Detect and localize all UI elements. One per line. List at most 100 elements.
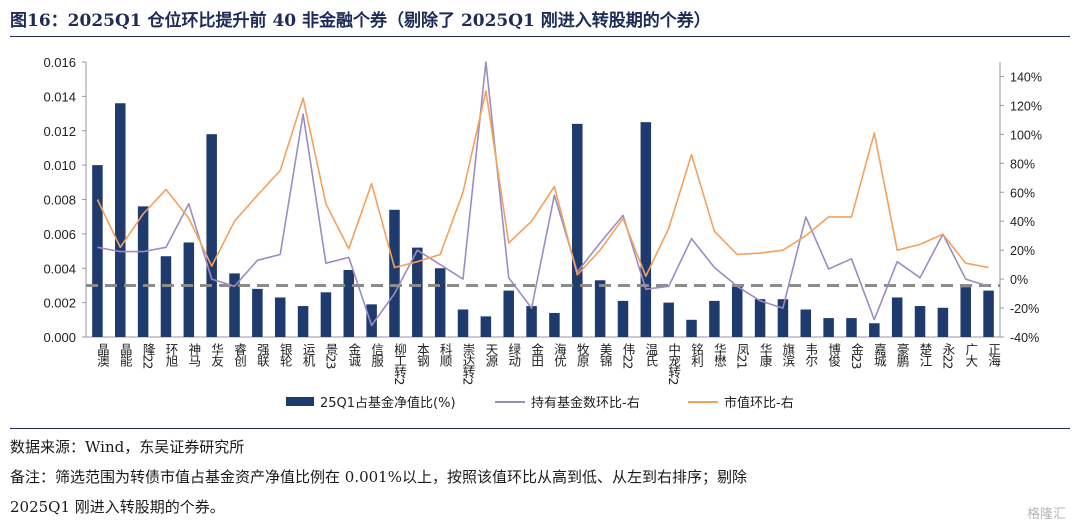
bar <box>777 299 789 337</box>
y-right-tick-label: -20% <box>1010 302 1039 316</box>
category-label: 隆22 <box>141 342 156 368</box>
bar <box>503 290 514 337</box>
bar <box>937 307 949 337</box>
bar <box>252 288 263 337</box>
category-label: 景23 <box>323 343 338 368</box>
category-label: 凤21 <box>735 343 750 368</box>
category-label: 中宠转2 <box>666 342 681 385</box>
bar <box>754 299 766 337</box>
bar <box>549 312 560 337</box>
bar <box>229 273 240 337</box>
note-line-1: 备注：筛选范围为转债市值占基金资产净值比例在 0.001%以上，按照该值环比从高… <box>10 468 747 486</box>
category-label: 广大 <box>963 343 978 367</box>
y-left-tick-label: 0.014 <box>43 89 76 104</box>
category-label: 铭利 <box>689 342 704 367</box>
bar <box>640 122 652 337</box>
category-label: 神马 <box>186 343 201 367</box>
bar <box>274 297 286 337</box>
bar <box>206 134 217 337</box>
category-label: 强联 <box>255 343 270 368</box>
bar <box>709 300 720 337</box>
category-label: 华懋 <box>712 342 727 367</box>
bar <box>389 209 400 337</box>
category-label: 本钢 <box>415 343 430 367</box>
bar <box>412 247 423 337</box>
category-label: 博俊 <box>826 342 841 367</box>
bar <box>663 302 674 337</box>
bar <box>526 306 537 337</box>
category-label: 金诚 <box>346 342 361 368</box>
chart: 0.000 0.002 0.004 0.006 0.008 0.010 0.012 0.014… <box>43 55 1042 411</box>
category-label: 豪鹏 <box>895 342 910 368</box>
bar <box>983 290 994 337</box>
category-label: 华友 <box>209 342 224 367</box>
category-label: 美锦 <box>598 343 613 367</box>
category-label: 华康 <box>758 342 773 367</box>
category-label: 正海 <box>986 343 1001 367</box>
category-label: 崇达转2 <box>461 343 476 385</box>
bar <box>960 287 971 337</box>
data-source: 数据来源：Wind，东吴证券研究所 <box>10 438 245 456</box>
footer-rule <box>10 428 1070 429</box>
bar <box>891 297 903 337</box>
category-label: 韦尔 <box>803 343 818 367</box>
y-left-tick-label: 0.016 <box>43 55 76 70</box>
bar <box>686 319 697 337</box>
y-right-tick-label: 100% <box>1010 128 1042 142</box>
y-left-tick-label: 0.008 <box>43 193 76 208</box>
category-label: 运机 <box>301 343 316 368</box>
category-label: 环旭 <box>163 343 178 368</box>
bar <box>320 292 332 337</box>
note-line-2: 2025Q1 刚进入转股期的个券。 <box>10 498 225 516</box>
market-value-line <box>96 90 989 277</box>
bar <box>92 165 103 337</box>
category-label: 晶澳 <box>95 343 110 367</box>
y-left-tick-label: 0.010 <box>43 158 76 173</box>
y-right-tick-label: 140% <box>1010 70 1042 84</box>
category-label: 永22 <box>940 343 955 368</box>
bar <box>457 309 469 337</box>
bar <box>183 242 195 337</box>
category-label: 伟22 <box>620 343 635 368</box>
legend-label-bar: 25Q1占基金净值比(%) <box>320 395 456 411</box>
y-right-tick-label: 40% <box>1010 215 1035 229</box>
category-label: 旗滨 <box>780 342 795 367</box>
figure-title: 图16：2025Q1 仓位环比提升前 40 非金融个券（剔除了 2025Q1 刚… <box>10 11 711 31</box>
bar <box>343 269 355 337</box>
category-label: 牧原 <box>575 343 590 367</box>
y-right-tick-label: -40% <box>1010 331 1039 345</box>
bar <box>480 316 492 337</box>
legend-label-market-value: 市值环比-右 <box>724 395 794 411</box>
bar <box>800 309 812 337</box>
bar <box>869 323 880 337</box>
y-right-tick-label: 20% <box>1010 244 1035 258</box>
category-label: 绿动 <box>506 342 521 368</box>
bar <box>846 318 857 337</box>
category-label: 温氏 <box>643 343 658 367</box>
category-label: 柳工转2 <box>392 343 407 385</box>
y-right-tick-label: 60% <box>1010 186 1035 200</box>
y-left-tick-label: 0.012 <box>43 124 76 139</box>
bar <box>297 306 309 337</box>
category-label: 睿创 <box>232 342 247 367</box>
category-label: 海优 <box>552 342 567 368</box>
legend-swatch-bar <box>286 397 314 406</box>
bar <box>434 268 446 337</box>
y-right-tick-label: 120% <box>1010 99 1042 113</box>
y-left-tick-label: 0.004 <box>43 261 76 276</box>
plot-area: 0.000 0.002 0.004 0.006 0.008 0.010 0.012 0.014… <box>43 55 1042 411</box>
bar <box>823 318 834 337</box>
category-label: 金田 <box>529 342 544 367</box>
title-rule <box>10 36 1070 37</box>
y-right-tick-label: 0% <box>1010 273 1028 287</box>
bar <box>366 304 377 337</box>
bar <box>572 123 583 337</box>
category-label: 楚江 <box>918 343 933 367</box>
category-label: 嘉城 <box>872 343 887 368</box>
bar <box>160 256 172 337</box>
bar <box>731 285 743 337</box>
category-label: 天源 <box>483 343 498 368</box>
category-label: 银轮 <box>278 343 293 368</box>
legend-label-fund-count: 持有基金数环比-右 <box>531 395 640 411</box>
bar <box>914 306 926 337</box>
